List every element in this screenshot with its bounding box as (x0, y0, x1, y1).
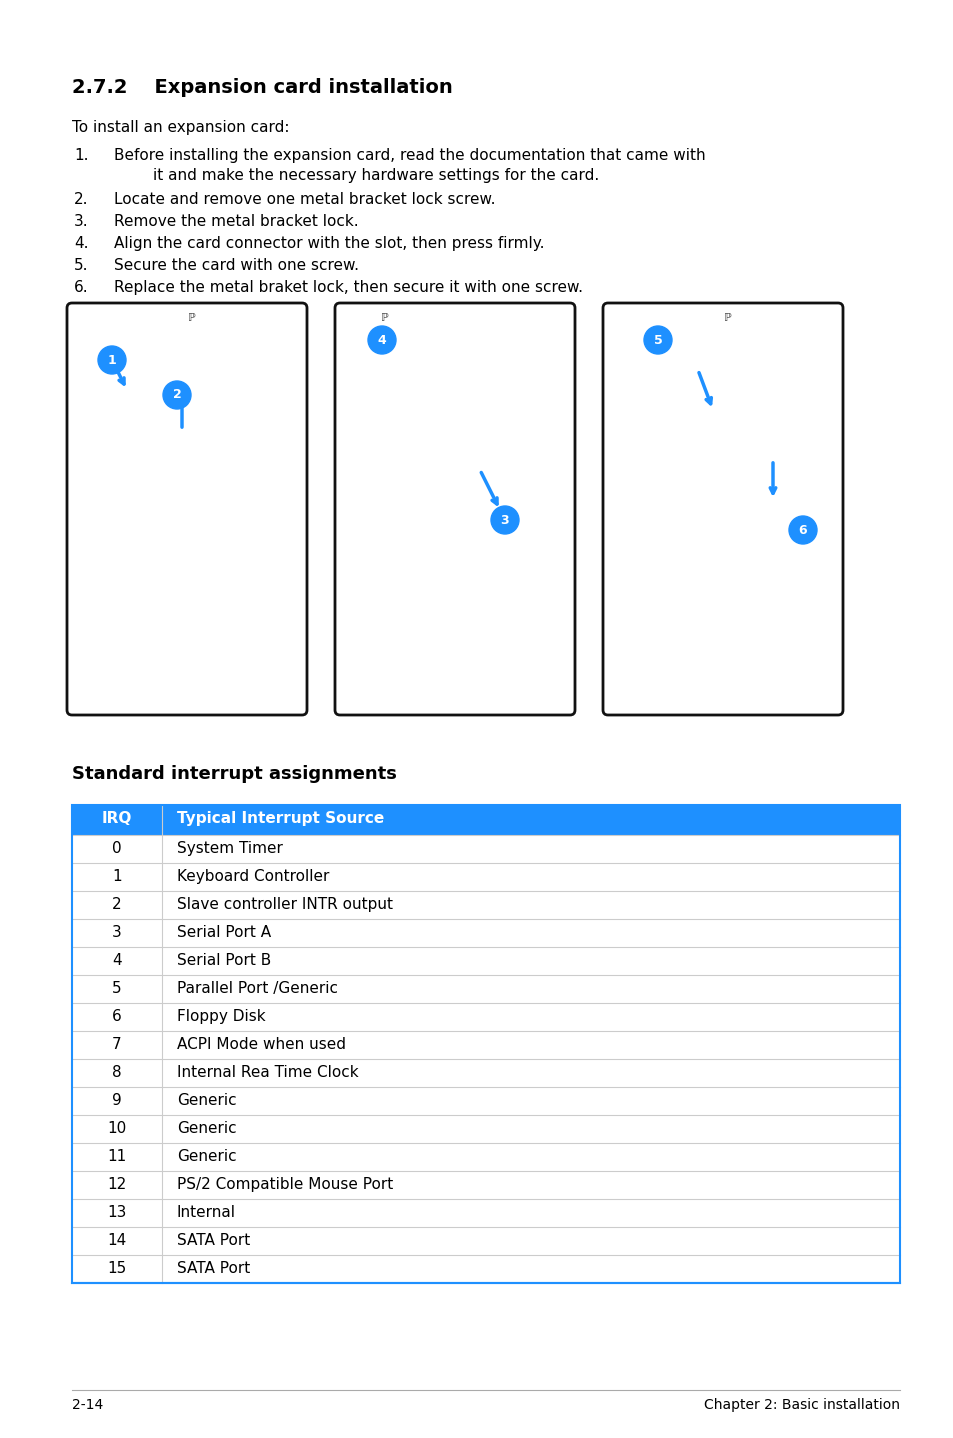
Text: 1: 1 (112, 869, 122, 884)
Text: ℙ: ℙ (188, 313, 195, 324)
Text: Align the card connector with the slot, then press firmly.: Align the card connector with the slot, … (113, 236, 544, 252)
Text: IRQ: IRQ (102, 811, 132, 825)
Text: Typical Interrupt Source: Typical Interrupt Source (177, 811, 384, 825)
FancyBboxPatch shape (71, 1143, 899, 1171)
FancyBboxPatch shape (71, 835, 899, 863)
Circle shape (643, 326, 671, 354)
FancyBboxPatch shape (335, 303, 575, 715)
Text: 14: 14 (108, 1232, 127, 1248)
FancyBboxPatch shape (602, 303, 842, 715)
Text: Generic: Generic (177, 1122, 236, 1136)
FancyBboxPatch shape (67, 303, 307, 715)
Text: 5: 5 (112, 981, 122, 997)
Text: 13: 13 (107, 1205, 127, 1219)
Text: 1.: 1. (74, 148, 89, 162)
Text: Chapter 2: Basic installation: Chapter 2: Basic installation (703, 1398, 899, 1412)
FancyBboxPatch shape (71, 1087, 899, 1114)
FancyBboxPatch shape (71, 975, 899, 1002)
Text: Standard interrupt assignments: Standard interrupt assignments (71, 765, 396, 784)
Text: 1: 1 (108, 354, 116, 367)
Text: Floppy Disk: Floppy Disk (177, 1009, 265, 1024)
FancyBboxPatch shape (71, 1171, 899, 1199)
FancyBboxPatch shape (71, 863, 899, 892)
Text: Secure the card with one screw.: Secure the card with one screw. (113, 257, 358, 273)
Text: 4: 4 (377, 334, 386, 347)
Text: Parallel Port /Generic: Parallel Port /Generic (177, 981, 337, 997)
FancyBboxPatch shape (71, 1058, 899, 1087)
Text: PS/2 Compatible Mouse Port: PS/2 Compatible Mouse Port (177, 1176, 393, 1192)
Text: Slave controller INTR output: Slave controller INTR output (177, 897, 393, 912)
Text: Keyboard Controller: Keyboard Controller (177, 869, 329, 884)
Text: ACPI Mode when used: ACPI Mode when used (177, 1037, 346, 1053)
Text: Serial Port B: Serial Port B (177, 953, 271, 968)
Text: 2.: 2. (74, 193, 89, 207)
Circle shape (368, 326, 395, 354)
Text: Internal: Internal (177, 1205, 235, 1219)
Text: 5.: 5. (74, 257, 89, 273)
Text: 15: 15 (108, 1261, 127, 1276)
Bar (71, 805, 899, 1283)
Text: 2: 2 (172, 388, 181, 401)
Text: SATA Port: SATA Port (177, 1261, 250, 1276)
Text: 6.: 6. (74, 280, 89, 295)
Text: Serial Port A: Serial Port A (177, 925, 271, 940)
Circle shape (98, 347, 126, 374)
Text: 0: 0 (112, 841, 122, 856)
Text: 5: 5 (653, 334, 661, 347)
Circle shape (788, 516, 816, 544)
Text: 9: 9 (112, 1093, 122, 1109)
Text: 4: 4 (112, 953, 122, 968)
Text: 8: 8 (112, 1066, 122, 1080)
Text: Before installing the expansion card, read the documentation that came with: Before installing the expansion card, re… (113, 148, 705, 162)
Text: To install an expansion card:: To install an expansion card: (71, 119, 289, 135)
Text: 6: 6 (112, 1009, 122, 1024)
Text: ℙ: ℙ (381, 313, 389, 324)
Text: 4.: 4. (74, 236, 89, 252)
FancyBboxPatch shape (71, 1199, 899, 1227)
Text: 10: 10 (108, 1122, 127, 1136)
Circle shape (163, 381, 191, 408)
Text: 3.: 3. (74, 214, 89, 229)
FancyBboxPatch shape (71, 1002, 899, 1031)
FancyBboxPatch shape (71, 1255, 899, 1283)
Text: 3: 3 (500, 513, 509, 526)
FancyBboxPatch shape (71, 1031, 899, 1058)
Text: Replace the metal braket lock, then secure it with one screw.: Replace the metal braket lock, then secu… (113, 280, 582, 295)
FancyBboxPatch shape (71, 919, 899, 948)
Text: SATA Port: SATA Port (177, 1232, 250, 1248)
Text: 11: 11 (108, 1149, 127, 1163)
Circle shape (491, 506, 518, 533)
Text: 2: 2 (112, 897, 122, 912)
Text: it and make the necessary hardware settings for the card.: it and make the necessary hardware setti… (113, 168, 598, 183)
Text: Generic: Generic (177, 1149, 236, 1163)
Text: System Timer: System Timer (177, 841, 283, 856)
Text: Locate and remove one metal bracket lock screw.: Locate and remove one metal bracket lock… (113, 193, 495, 207)
FancyBboxPatch shape (71, 1114, 899, 1143)
FancyBboxPatch shape (71, 892, 899, 919)
Text: 6: 6 (798, 523, 806, 536)
Text: Remove the metal bracket lock.: Remove the metal bracket lock. (113, 214, 358, 229)
Text: Internal Rea Time Clock: Internal Rea Time Clock (177, 1066, 358, 1080)
FancyBboxPatch shape (71, 805, 899, 835)
FancyBboxPatch shape (71, 1227, 899, 1255)
Text: ℙ: ℙ (723, 313, 731, 324)
Text: 12: 12 (108, 1176, 127, 1192)
Text: 3: 3 (112, 925, 122, 940)
Text: 7: 7 (112, 1037, 122, 1053)
Text: Generic: Generic (177, 1093, 236, 1109)
Text: 2.7.2    Expansion card installation: 2.7.2 Expansion card installation (71, 78, 453, 96)
Text: 2-14: 2-14 (71, 1398, 103, 1412)
FancyBboxPatch shape (71, 948, 899, 975)
